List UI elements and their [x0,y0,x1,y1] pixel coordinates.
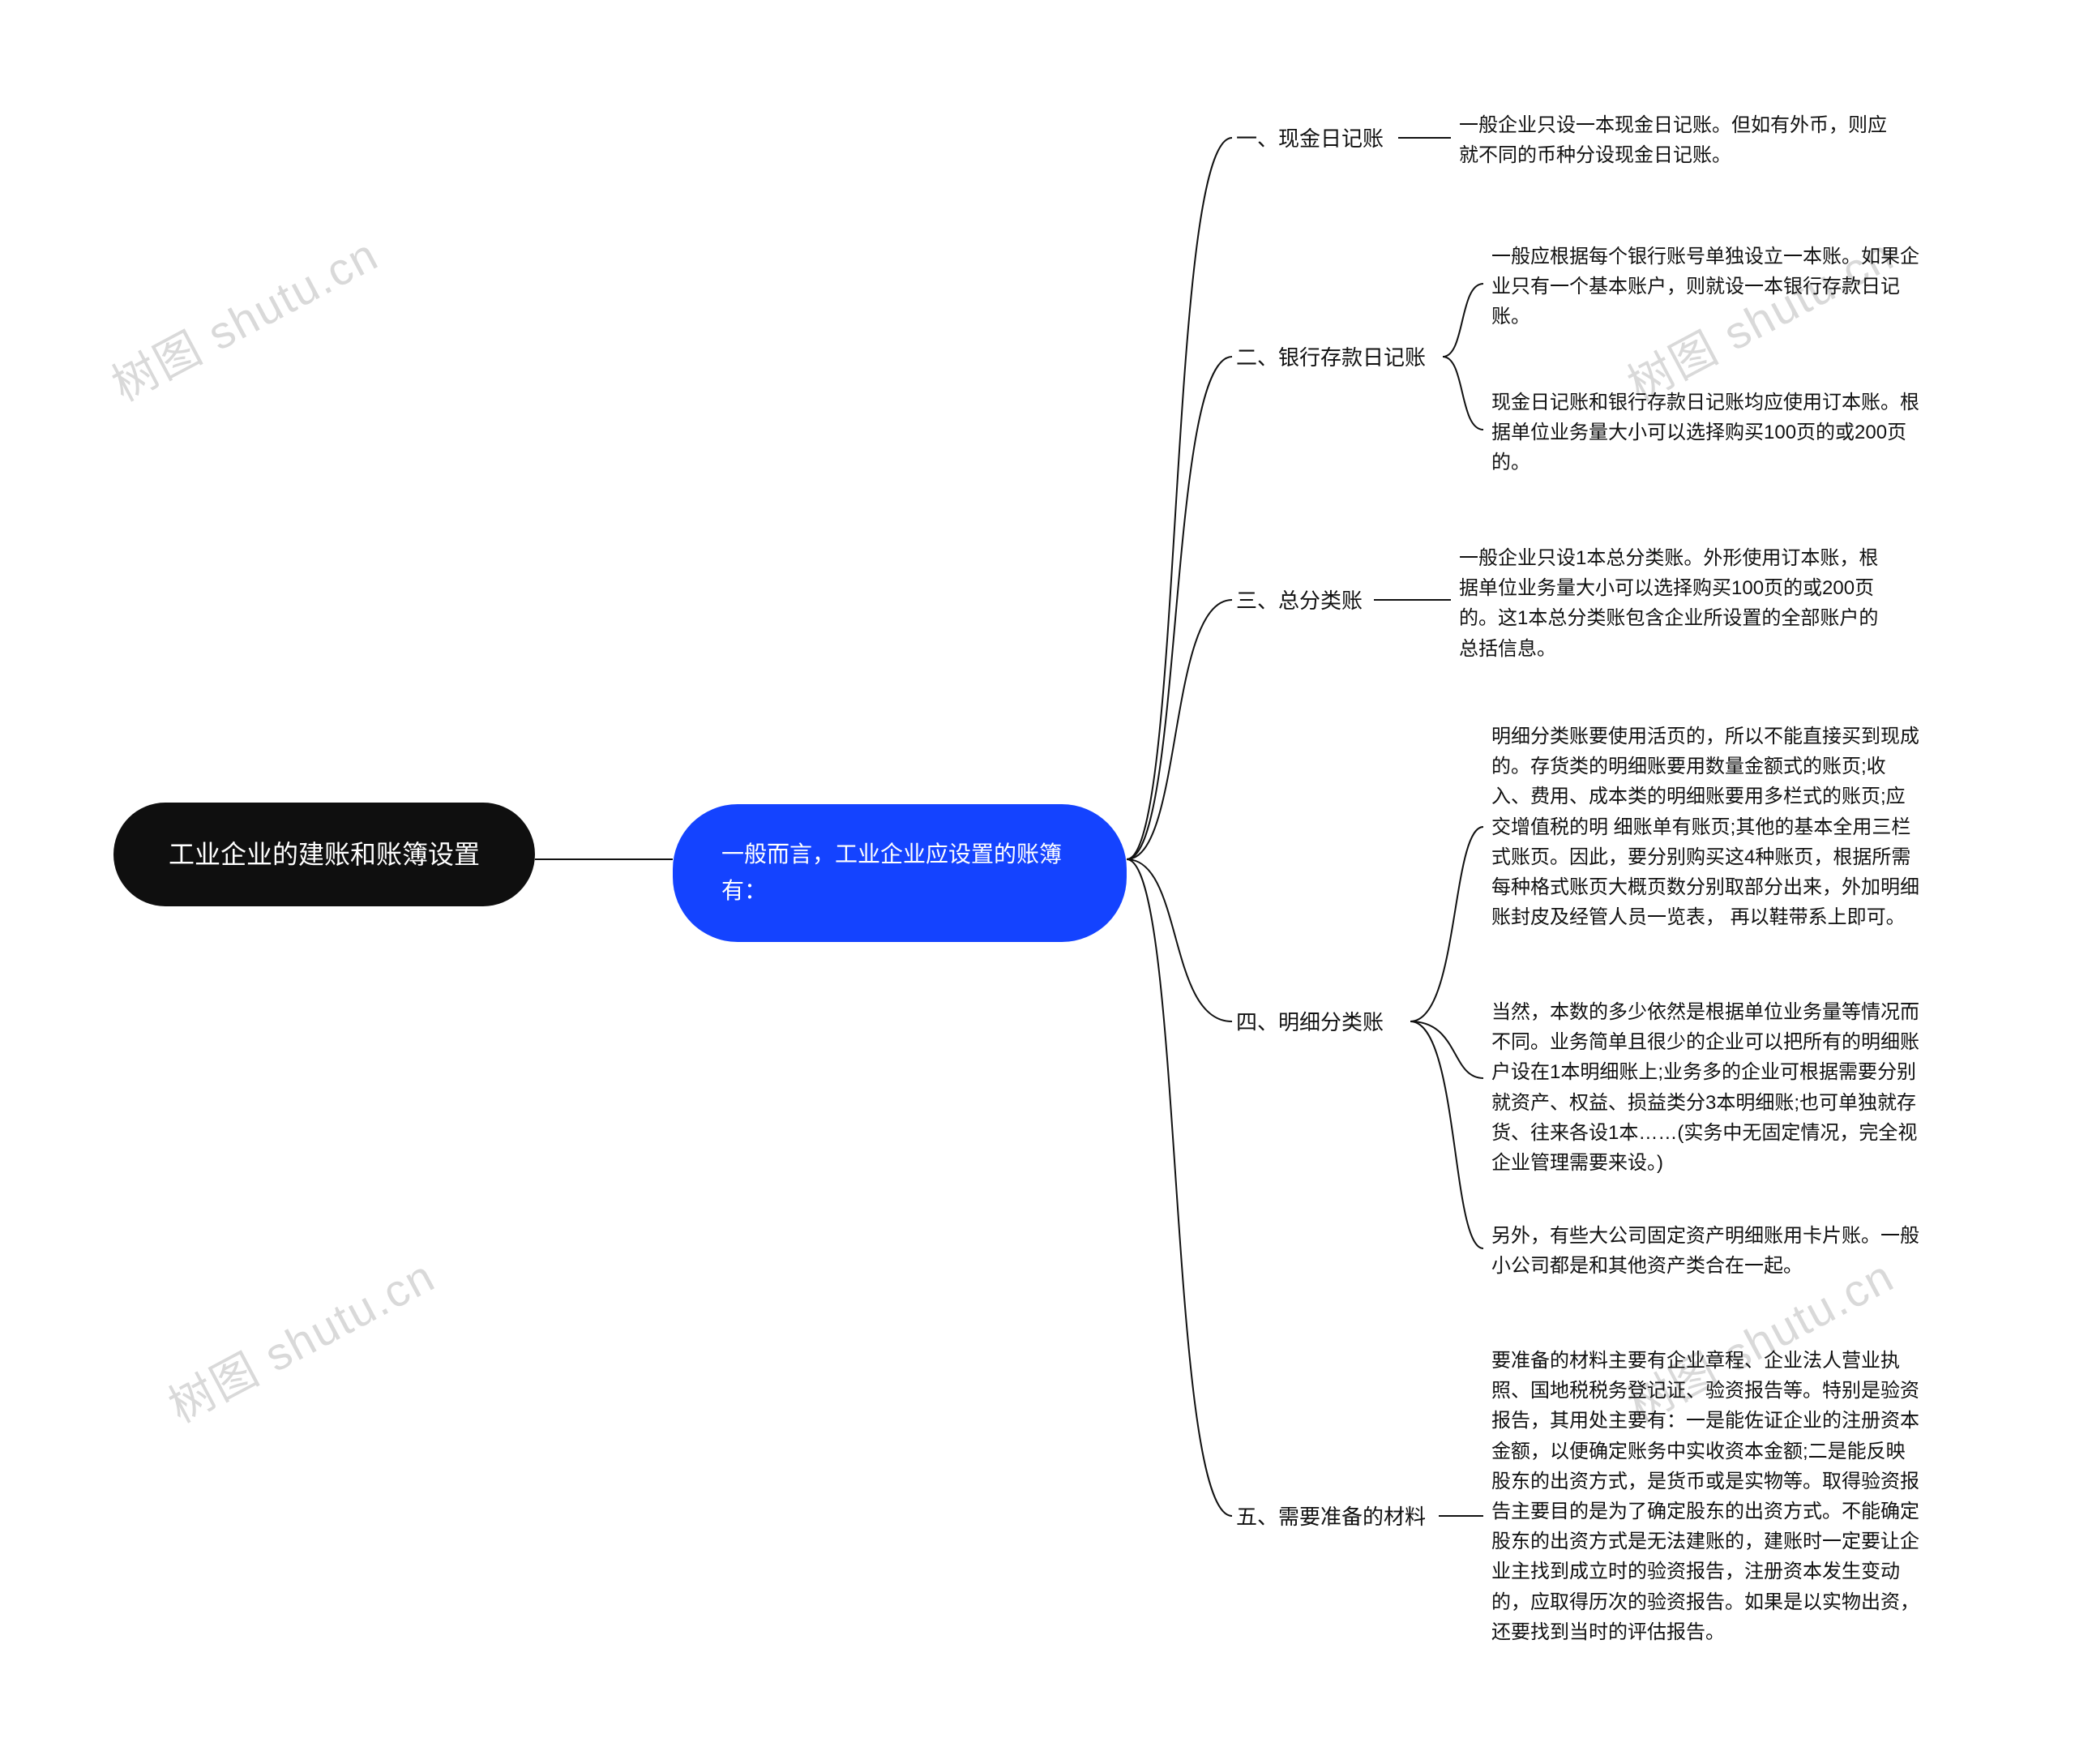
leaf-text: 现金日记账和银行存款日记账均应使用订本账。根据单位业务量大小可以选择购买100页… [1491,387,1921,478]
leaf-text: 明细分类账要使用活页的，所以不能直接买到现成的。存货类的明细账要用数量金额式的账… [1491,721,1921,932]
branch-3-label[interactable]: 三、总分类账 [1236,585,1363,617]
leaf-text: 一般应根据每个银行账号单独设立一本账。如果企业只有一个基本账户，则就设一本银行存… [1491,242,1921,332]
leaf-text: 一般企业只设1本总分类账。外形使用订本账，根据单位业务量大小可以选择购买100页… [1459,543,1889,664]
sub-node[interactable]: 一般而言，工业企业应设置的账簿有： [673,804,1127,942]
leaf-text: 另外，有些大公司固定资产明细账用卡片账。一般小公司都是和其他资产类合在一起。 [1491,1221,1921,1281]
watermark: 树图 shutu.cn [156,1240,445,1436]
branch-5-label[interactable]: 五、需要准备的材料 [1236,1501,1426,1533]
branch-4-leaf-1: 明细分类账要使用活页的，所以不能直接买到现成的。存货类的明细账要用数量金额式的账… [1491,721,1921,932]
leaf-text: 一般企业只设一本现金日记账。但如有外币，则应就不同的币种分设现金日记账。 [1459,110,1889,170]
branch-2-label[interactable]: 二、银行存款日记账 [1236,342,1426,374]
branch-label-text: 四、明细分类账 [1236,1007,1384,1038]
root-label: 工业企业的建账和账簿设置 [169,835,480,874]
branch-4-leaf-2: 当然，本数的多少依然是根据单位业务量等情况而不同。业务简单且很少的企业可以把所有… [1491,997,1921,1178]
leaf-text: 当然，本数的多少依然是根据单位业务量等情况而不同。业务简单且很少的企业可以把所有… [1491,997,1921,1178]
branch-label-text: 二、银行存款日记账 [1236,342,1426,374]
watermark: 树图 shutu.cn [99,219,388,414]
branch-4-leaf-3: 另外，有些大公司固定资产明细账用卡片账。一般小公司都是和其他资产类合在一起。 [1491,1221,1921,1281]
mindmap-canvas: 树图 shutu.cn 树图 shutu.cn 树图 shutu.cn 树图 s… [0,0,2075,1764]
branch-label-text: 一、现金日记账 [1236,123,1384,155]
branch-3-leaf-1: 一般企业只设1本总分类账。外形使用订本账，根据单位业务量大小可以选择购买100页… [1459,543,1889,664]
sub-label: 一般而言，工业企业应设置的账簿有： [721,837,1078,910]
branch-2-leaf-2: 现金日记账和银行存款日记账均应使用订本账。根据单位业务量大小可以选择购买100页… [1491,387,1921,478]
branch-5-leaf-1: 要准备的材料主要有企业章程、企业法人营业执照、国地税税务登记证、验资报告等。特别… [1491,1346,1921,1647]
branch-1-leaf-1: 一般企业只设一本现金日记账。但如有外币，则应就不同的币种分设现金日记账。 [1459,110,1889,170]
branch-1-label[interactable]: 一、现金日记账 [1236,123,1384,155]
root-node[interactable]: 工业企业的建账和账簿设置 [113,803,535,906]
branch-4-label[interactable]: 四、明细分类账 [1236,1007,1384,1038]
leaf-text: 要准备的材料主要有企业章程、企业法人营业执照、国地税税务登记证、验资报告等。特别… [1491,1346,1921,1647]
branch-label-text: 三、总分类账 [1236,585,1363,617]
branch-label-text: 五、需要准备的材料 [1236,1501,1426,1533]
branch-2-leaf-1: 一般应根据每个银行账号单独设立一本账。如果企业只有一个基本账户，则就设一本银行存… [1491,242,1921,332]
